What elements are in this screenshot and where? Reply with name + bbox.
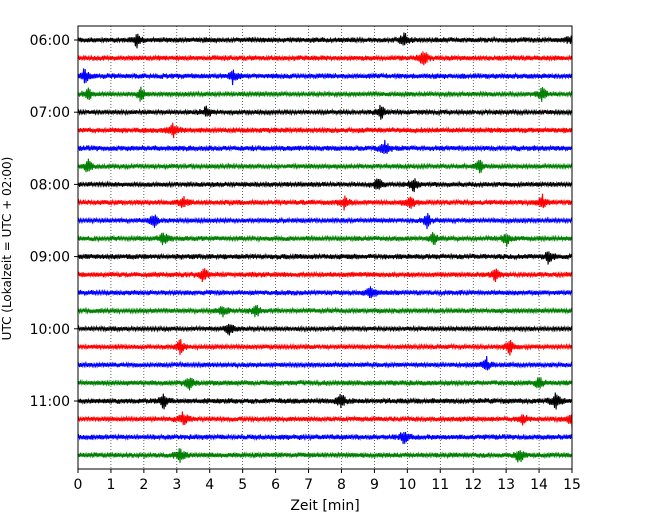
- x-tick-label: 2: [139, 477, 148, 493]
- trace-line: [77, 139, 573, 155]
- y-tick-label: 06:00: [30, 33, 70, 49]
- x-tick-label: 11: [431, 477, 449, 493]
- trace-line: [77, 338, 573, 356]
- y-axis: 06:00 07:00 08:00 09:00 10:00 11:00: [30, 33, 78, 410]
- trace-line: [77, 323, 573, 336]
- trace-line: [77, 104, 573, 120]
- x-tick-label: 10: [398, 477, 416, 493]
- trace-line: [77, 86, 573, 102]
- plot-frame: [77, 25, 573, 470]
- x-tick-label: 4: [205, 477, 214, 493]
- trace-line: [77, 158, 573, 174]
- x-tick-label: 0: [74, 477, 83, 493]
- y-tick-label: 09:00: [30, 250, 70, 266]
- trace-line: [77, 377, 573, 391]
- x-tick-label: 3: [172, 477, 181, 493]
- y-tick-label: 11:00: [30, 394, 70, 410]
- trace-line: [77, 286, 573, 299]
- x-tick-label: 8: [337, 477, 346, 493]
- x-axis-label: Zeit [min]: [290, 498, 359, 514]
- trace-line: [77, 304, 573, 318]
- y-axis-label: UTC (Lokalzeit = UTC + 02:00): [0, 157, 14, 341]
- trace-line: [77, 268, 573, 283]
- x-tick-label: 12: [464, 477, 482, 493]
- trace-line: [77, 68, 573, 86]
- x-tick-label: 13: [497, 477, 515, 493]
- x-tick-label: 7: [304, 477, 313, 493]
- x-tick-label: 6: [271, 477, 280, 493]
- y-tick-label: 10:00: [30, 322, 70, 338]
- trace-line: [77, 251, 573, 265]
- trace-line: [77, 178, 573, 193]
- trace-line: [77, 212, 573, 230]
- trace-line: [77, 411, 573, 429]
- trace-line: [77, 431, 573, 445]
- x-axis: 0 1 2 3 4 5 6 7 8 9 10 11 12 13 14 15: [74, 469, 581, 493]
- y-tick-label: 07:00: [30, 105, 70, 121]
- x-tick-label: 5: [238, 477, 247, 493]
- trace-line: [77, 232, 573, 248]
- y-tick-label: 08:00: [30, 177, 70, 193]
- trace-line: [77, 51, 573, 66]
- x-tick-label: 1: [106, 477, 115, 493]
- trace-line: [77, 193, 573, 211]
- trace-line: [77, 122, 573, 139]
- x-tick-label: 15: [563, 477, 581, 493]
- trace-line: [77, 32, 573, 49]
- trace-line: [77, 392, 573, 410]
- x-tick-label: 9: [370, 477, 379, 493]
- trace-line: [77, 448, 573, 463]
- trace-line: [77, 355, 573, 371]
- x-tick-label: 14: [530, 477, 548, 493]
- seismogram-traces: [77, 32, 573, 463]
